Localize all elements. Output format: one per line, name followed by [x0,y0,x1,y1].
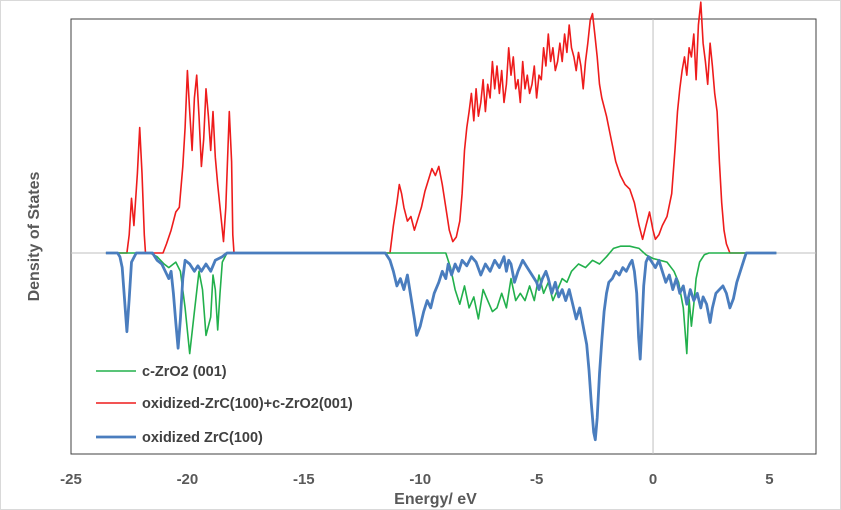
series-line [105,1,777,254]
legend-label: oxidized-ZrC(100)+c-ZrO2(001) [142,396,353,412]
x-tick-label: -20 [177,471,199,488]
x-tick-label: -5 [530,471,543,488]
y-axis-title: Density of States [26,171,43,301]
series-line [105,251,777,442]
legend-label: oxidized ZrC(100) [142,430,263,446]
x-tick-label: -15 [293,471,315,488]
x-tick-label: 5 [765,471,773,488]
plot-area [70,18,817,455]
series-line [105,245,777,355]
x-tick-label: -25 [60,471,82,488]
x-tick-label: -10 [409,471,431,488]
series-group [105,1,777,442]
x-tick-label: 0 [649,471,657,488]
x-axis-title: Energy/ eV [394,491,477,508]
x-tick-labels: -25 -20 -15 -10 -5 0 5 [60,471,773,488]
legend: c-ZrO2 (001) oxidized-ZrC(100)+c-ZrO2(001… [96,364,353,446]
legend-label: c-ZrO2 (001) [142,364,227,380]
